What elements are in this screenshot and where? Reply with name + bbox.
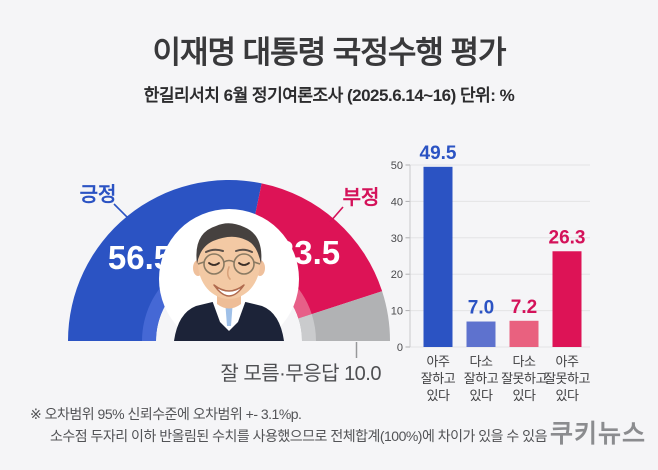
y-tick-label-50: 50 [391,160,403,172]
gauge-segment-2 [298,291,390,341]
portrait-eyebrow-right [235,248,253,253]
y-tick-label-40: 40 [391,196,403,208]
footnote-line-1: ※ 오차범위 95% 신뢰수준에 오차범위 +- 3.1%p. [30,406,302,422]
kukinews-logo: 쿠키뉴스 [549,420,646,448]
bar-value-label-3: 26.3 [549,227,586,248]
gauge-negative-label: 부정 [343,186,380,209]
bar-value-label-0: 49.5 [420,143,457,164]
gauge-unknown-label: 잘 모름·무응답 10.0 [220,362,381,385]
approval-gauge-chart: 긍정 56.5 부정 33.5 잘 모름·무응답 10.0 [68,179,390,385]
bar-0 [423,166,453,347]
gauge-segment-inner-band-2 [298,314,316,341]
page-subtitle: 한길리서치 6월 정기여론조사 (2025.6.14~16) 단위: % [143,86,515,105]
portrait-glasses-bridge [223,259,235,263]
header: 이재명 대통령 국정수행 평가 한길리서치 6월 정기여론조사 (2025.6.… [0,0,658,106]
president-portrait [159,209,299,341]
approval-bar-chart: 0 10 20 30 40 50 49.5 아주 잘하고 있다 7.0 다소 잘하고 있다 7.2 다소 잘못하… [391,143,591,403]
bar-2 [509,320,539,347]
portrait-hair [196,223,262,264]
portrait-glasses-right [233,253,255,275]
x-tick-label-2: 다소 잘못하고 있다 [501,354,547,403]
bar-3 [552,251,582,347]
portrait-glasses-temples [197,261,261,265]
page-title: 이재명 대통령 국정수행 평가 [152,35,506,70]
portrait-smile [213,284,245,297]
gauge-positive-label: 긍정 [80,183,117,206]
bar-value-label-1: 7.0 [468,298,494,319]
portrait-face [198,227,260,299]
y-tick-label-30: 30 [391,233,403,245]
gauge-positive-leader-line [113,203,131,221]
gauge-negative-leader-line [329,206,344,223]
x-tick-label-0: 아주 잘하고 있다 [421,354,456,403]
y-tick-label-0: 0 [397,342,403,354]
x-tick-label-1: 다소 잘하고 있다 [464,354,499,403]
portrait-nose [226,266,231,280]
footnote-line-2: 소수점 두자리 이하 반올림된 수치를 사용했으므로 전체합계(100%)에 차… [50,428,547,444]
footnote: ※ 오차범위 95% 신뢰수준에 오차범위 +- 3.1%p. 소수점 두자리 … [30,403,547,447]
portrait-eye-left [208,262,220,266]
portrait-eyebrow-left [205,248,224,253]
bar-value-label-2: 7.2 [511,297,537,318]
y-tick-label-20: 20 [391,269,403,281]
x-tick-label-3: 아주 잘못하고 있다 [544,354,590,403]
bar-1 [466,321,496,347]
y-tick-label-10: 10 [391,306,403,318]
gauge-negative-value: 33.5 [276,234,340,271]
portrait-glasses-left [203,253,225,275]
gauge-positive-value: 56.5 [108,239,172,276]
portrait-eye-right [238,262,250,266]
